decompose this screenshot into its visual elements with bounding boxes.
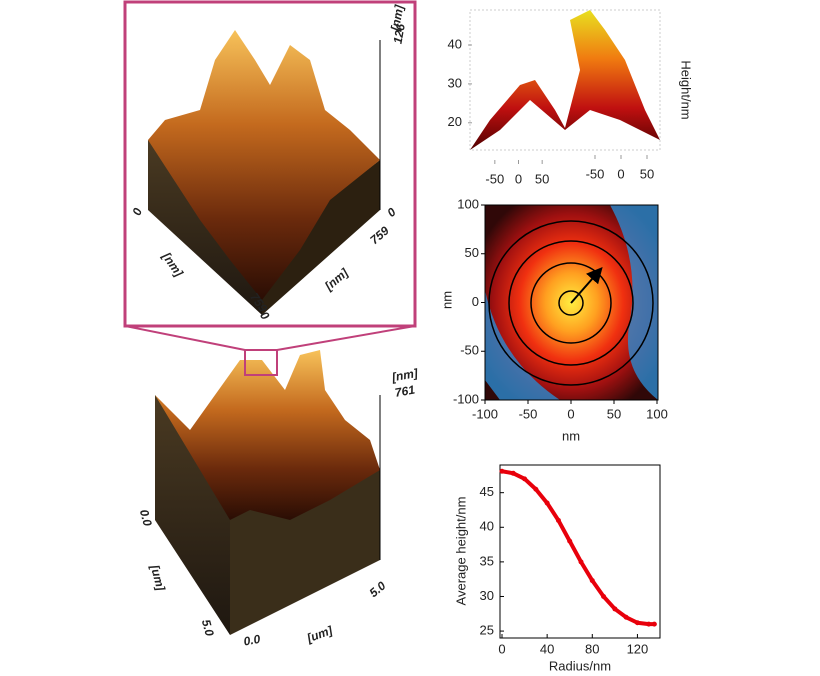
- y-tick-label: -50: [460, 343, 479, 358]
- x-tick-label: 0: [567, 406, 574, 421]
- point: [499, 468, 505, 474]
- axis-label: 5.0: [367, 578, 389, 600]
- point: [601, 593, 607, 599]
- x-axis-label: Radius/nm: [549, 658, 611, 673]
- x-axis-label: nm: [562, 428, 580, 443]
- radius-arrow: [570, 266, 603, 304]
- x-tick-label: 0: [515, 171, 522, 186]
- y-tick-label: 40: [448, 36, 462, 51]
- x-tick-label: 40: [540, 641, 554, 656]
- y-tick-label: 45: [480, 484, 494, 499]
- heat-region: [485, 290, 560, 400]
- y-tick-label: 20: [448, 114, 462, 129]
- connector: [124, 325, 246, 351]
- afm-surface: [155, 350, 380, 520]
- axis-label: 761: [394, 382, 416, 399]
- x-tick-label: 80: [585, 641, 599, 656]
- point: [612, 606, 618, 612]
- x2-tick-label: 0: [617, 166, 624, 181]
- y-tick-label: 25: [480, 623, 494, 638]
- connector: [276, 325, 416, 351]
- point: [578, 559, 584, 565]
- y-axis-label: Height/nm: [679, 60, 694, 119]
- point: [522, 476, 528, 482]
- x2-tick-label: 50: [640, 166, 654, 181]
- point: [533, 486, 539, 492]
- box: [469, 9, 661, 151]
- axis-label: [nm]: [388, 3, 407, 33]
- axis-label: 0.0: [242, 632, 261, 649]
- afm-surface: [148, 30, 380, 300]
- x2-tick-label: -50: [586, 166, 605, 181]
- axis-label: 126: [391, 22, 408, 44]
- axis-label: 0.0: [137, 508, 155, 528]
- plot-frame: [499, 464, 661, 639]
- point: [510, 470, 516, 476]
- ring: [488, 220, 654, 386]
- y-tick-label: 0: [472, 294, 479, 309]
- x-tick-label: -50: [485, 171, 504, 186]
- x-tick-label: 120: [627, 641, 649, 656]
- x-tick-label: 50: [607, 406, 621, 421]
- point: [544, 500, 550, 506]
- point: [634, 620, 640, 626]
- y-tick-label: 40: [480, 519, 494, 534]
- x-tick-label: 50: [535, 171, 549, 186]
- y-tick-label: 35: [480, 553, 494, 568]
- x-tick-label: 100: [646, 406, 668, 421]
- surface-plot: [469, 9, 661, 151]
- y-axis-label: nm: [439, 291, 454, 309]
- point: [555, 517, 561, 523]
- x-tick-label: -100: [472, 406, 498, 421]
- axis-label: [um]: [304, 623, 335, 646]
- axis-label: [nm]: [390, 366, 420, 385]
- y-tick-label: -100: [453, 391, 479, 406]
- heat-region: [610, 205, 658, 400]
- point: [623, 614, 629, 620]
- ring: [508, 240, 634, 366]
- x-tick-label: 0: [498, 641, 505, 656]
- ring: [558, 290, 584, 316]
- axis-label: 0: [130, 206, 146, 217]
- axis-label: [um]: [147, 562, 168, 593]
- point: [589, 578, 595, 584]
- y-tick-label: 30: [480, 588, 494, 603]
- y-axis-label: Average height/nm: [453, 497, 468, 606]
- axis-label: 5.0: [199, 618, 217, 638]
- y-tick-label: 30: [448, 75, 462, 90]
- afm-full: [nm]761 0.0 [um] 5.0 0.0 [um] 5.0: [137, 349, 420, 649]
- ring: [530, 262, 612, 344]
- side-face: [262, 160, 380, 315]
- point: [567, 538, 573, 544]
- zoom-box: [244, 349, 278, 376]
- x-tick-label: -50: [519, 406, 538, 421]
- y-tick-label: 100: [457, 196, 479, 211]
- heatmap: [484, 204, 659, 401]
- point: [646, 621, 652, 627]
- y-tick-label: 50: [465, 245, 479, 260]
- surface: [470, 10, 660, 150]
- side-face: [155, 395, 230, 635]
- point: [651, 621, 657, 627]
